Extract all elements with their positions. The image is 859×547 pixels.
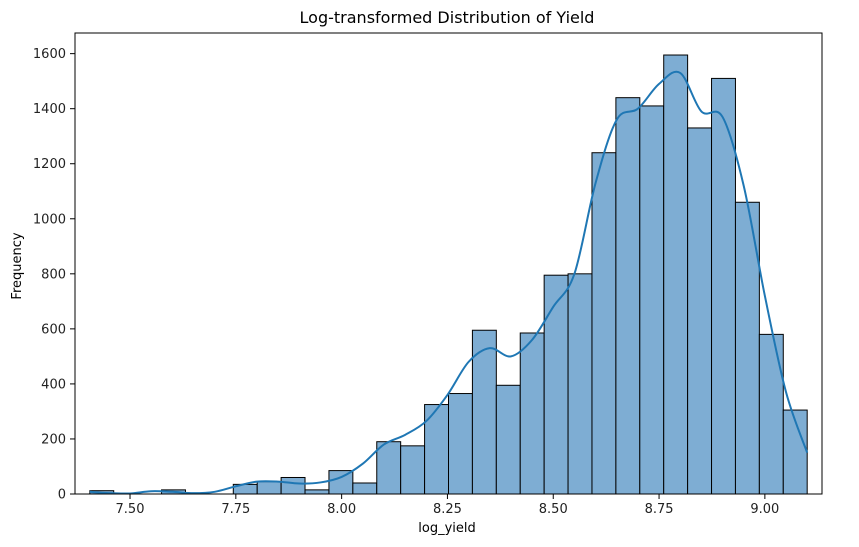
y-tick-label: 1200 <box>33 157 66 172</box>
histogram-bar <box>519 332 545 495</box>
histogram-bar <box>376 441 402 495</box>
y-axis-ticks: 0 200 400 600 800 1000 1200 1400 1600 <box>33 47 75 503</box>
y-axis-label: Frequency <box>10 232 25 299</box>
histogram-bar <box>256 481 282 495</box>
y-tick-label: 600 <box>41 322 66 337</box>
x-tick-label: 8.75 <box>645 502 674 517</box>
kde-line <box>89 70 809 495</box>
plot-frame <box>74 32 823 495</box>
x-tick-label: 7.50 <box>116 502 145 517</box>
y-tick-label: 200 <box>41 432 66 447</box>
y-tick-label: 800 <box>41 267 66 282</box>
x-axis-ticks: 7.50 7.75 8.00 8.25 8.50 8.75 9.00 <box>116 494 779 517</box>
x-axis-label: log_yield <box>418 521 475 536</box>
histogram-bar <box>567 273 593 495</box>
histogram-bar <box>448 393 473 495</box>
histogram-bar <box>495 384 521 495</box>
chart-title: Log-transformed Distribution of Yield <box>300 8 595 27</box>
histogram-bar <box>663 54 689 495</box>
histogram-bar <box>280 476 306 495</box>
x-tick-label: 9.00 <box>750 502 779 517</box>
histogram-bar <box>400 445 426 495</box>
y-tick-label: 1400 <box>33 102 66 117</box>
histogram-bar <box>543 274 569 495</box>
x-tick-label: 7.75 <box>221 502 250 517</box>
y-tick-label: 1600 <box>33 47 66 62</box>
histogram-bar <box>615 97 641 495</box>
y-tick-label: 1000 <box>33 212 66 227</box>
y-tick-label: 400 <box>41 377 66 392</box>
histogram-bar <box>304 489 330 495</box>
histogram-bar <box>687 127 713 495</box>
histogram-bar <box>758 333 784 495</box>
histogram-bar <box>591 152 617 495</box>
x-tick-label: 8.25 <box>433 502 462 517</box>
y-tick-label: 0 <box>58 488 66 503</box>
histogram-bar <box>639 105 665 495</box>
x-tick-label: 8.00 <box>327 502 356 517</box>
histogram-bar <box>352 482 378 495</box>
x-tick-label: 8.50 <box>539 502 568 517</box>
